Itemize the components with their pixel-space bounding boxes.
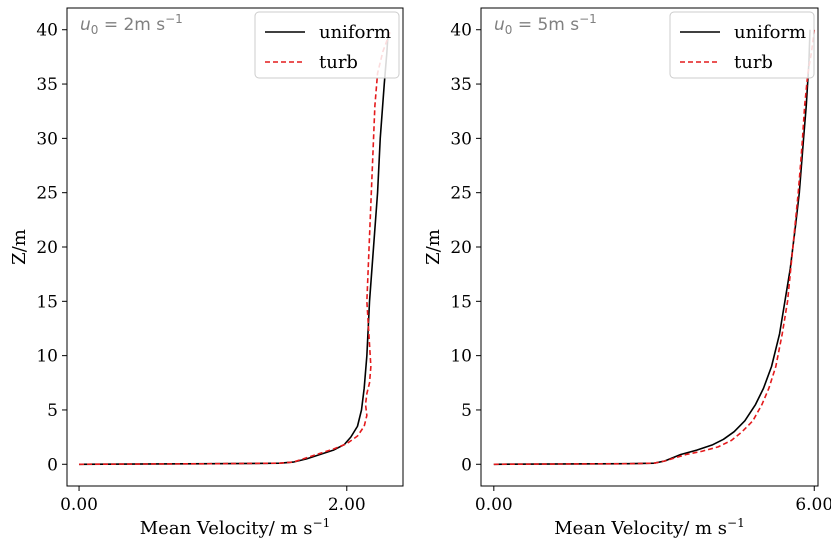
y-tick-label: 20: [450, 238, 472, 258]
legend-label-turb: turb: [319, 52, 358, 73]
chart-panel-2: 0 5 10 15 20 25 30 35 40 0.00 6.00 Mean Velocity/ m…: [423, 7, 831, 539]
annotation-subscript: 0: [505, 23, 513, 37]
annotation-symbol: u: [494, 15, 505, 35]
legend-label-uniform: uniform: [319, 22, 391, 43]
y-tick-label: 15: [36, 292, 58, 312]
legend: uniform turb: [669, 11, 815, 79]
y-axis-label: Z/m: [9, 229, 30, 265]
annotation-superscript: −1: [579, 12, 597, 26]
y-tick-label: 10: [450, 347, 472, 367]
velocity-annotation: u0 = 2m s−1: [80, 12, 183, 37]
x-axis-label-text: Mean Velocity/ m s: [554, 518, 727, 539]
y-tick-label: 5: [461, 401, 472, 421]
plot-frame: [66, 7, 404, 487]
x-axis-label-superscript: −1: [727, 516, 745, 530]
series-line-turb: [493, 29, 816, 466]
velocity-annotation: u0 = 5m s−1: [494, 12, 597, 37]
x-axis-label: Mean Velocity/ m s−1: [140, 516, 330, 539]
plot-frame: [480, 7, 819, 487]
y-tick-label: 40: [450, 21, 472, 41]
y-axis-label: Z/m: [423, 229, 444, 265]
x-tick-label: 0.00: [60, 495, 98, 515]
y-tick-label: 20: [36, 238, 58, 258]
legend-label-turb: turb: [734, 52, 773, 73]
annotation-value: = 2m s: [98, 15, 165, 35]
annotation-superscript: −1: [165, 12, 183, 26]
y-tick-label: 40: [36, 21, 58, 41]
y-tick-label: 10: [36, 347, 58, 367]
annotation-value: = 5m s: [512, 15, 579, 35]
annotation-subscript: 0: [91, 23, 99, 37]
y-tick-label: 25: [36, 184, 58, 204]
y-tick-label: 30: [36, 129, 58, 149]
annotation-symbol: u: [80, 15, 91, 35]
y-tick-label: 35: [36, 75, 58, 95]
x-axis-label: Mean Velocity/ m s−1: [554, 516, 744, 539]
y-tick-label: 0: [461, 455, 472, 475]
series-line-uniform: [79, 29, 390, 466]
y-tick-label: 25: [450, 184, 472, 204]
y-tick-label: 0: [47, 455, 58, 475]
legend: uniform turb: [254, 11, 400, 79]
y-tick-label: 15: [450, 292, 472, 312]
series-line-turb: [79, 29, 392, 466]
x-tick-label: 6.00: [795, 495, 831, 515]
legend-label-uniform: uniform: [734, 22, 806, 43]
y-tick-label: 5: [47, 401, 58, 421]
x-tick-label: 0.00: [475, 495, 513, 515]
series-line-uniform: [493, 29, 811, 466]
y-tick-label: 30: [450, 129, 472, 149]
y-tick-label: 35: [450, 75, 472, 95]
x-axis-label-text: Mean Velocity/ m s: [140, 518, 313, 539]
x-tick-label: 2.00: [328, 495, 366, 515]
x-axis-label-superscript: −1: [313, 516, 331, 530]
